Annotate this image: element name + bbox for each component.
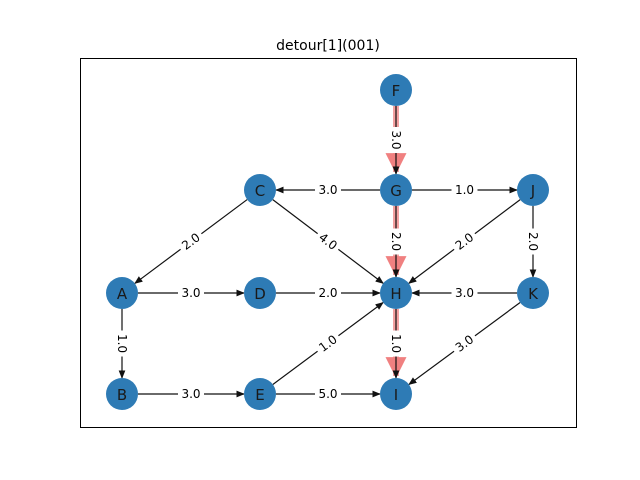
node-a: A: [106, 277, 138, 309]
edge-labels: 3.03.0 1.02.02.0 4.0 2.0 2.03.0 2.0 3.01.0 1.0 3…: [114, 127, 541, 402]
node-d: D: [244, 277, 276, 309]
node-b: B: [106, 378, 138, 410]
node-label-c: C: [255, 182, 265, 200]
edge-label-a-b: 1.0: [115, 334, 129, 353]
node-label-e: E: [255, 386, 264, 404]
node-label-a: A: [117, 285, 128, 303]
node-label-b: B: [117, 386, 127, 404]
edge-label-b-e: 3.0: [181, 387, 200, 401]
node-label-k: K: [528, 285, 539, 303]
node-label-j: J: [530, 182, 535, 200]
node-label-h: H: [390, 285, 401, 303]
node-label-d: D: [254, 285, 266, 303]
edge-label-d-h: 2.0: [318, 286, 337, 300]
node-k: K: [517, 277, 549, 309]
graph-title: detour[1](001): [276, 38, 380, 54]
edge-label-k-h: 3.0: [455, 286, 474, 300]
node-e: E: [244, 378, 276, 410]
edge-label-g-h: 2.0: [389, 232, 403, 251]
node-j: J: [517, 174, 549, 206]
node-h: H: [380, 277, 412, 309]
plot-frame: [80, 58, 577, 428]
node-label-g: G: [390, 182, 402, 200]
node-g: G: [380, 174, 412, 206]
edge-label-g-c: 3.0: [318, 183, 337, 197]
edge-label-a-d: 3.0: [181, 286, 200, 300]
nodes: A B C D E F G H I J K: [106, 74, 549, 410]
node-f: F: [380, 74, 412, 106]
node-label-f: F: [392, 82, 401, 100]
node-i: I: [380, 378, 412, 410]
edge-label-j-k: 2.0: [526, 232, 540, 251]
edge-label-e-i: 5.0: [318, 387, 337, 401]
edge-label-g-j: 1.0: [455, 183, 474, 197]
edge-label-h-i: 1.0: [389, 334, 403, 353]
node-c: C: [244, 174, 276, 206]
edge-label-f-g: 3.0: [389, 130, 403, 149]
node-label-i: I: [394, 386, 398, 404]
